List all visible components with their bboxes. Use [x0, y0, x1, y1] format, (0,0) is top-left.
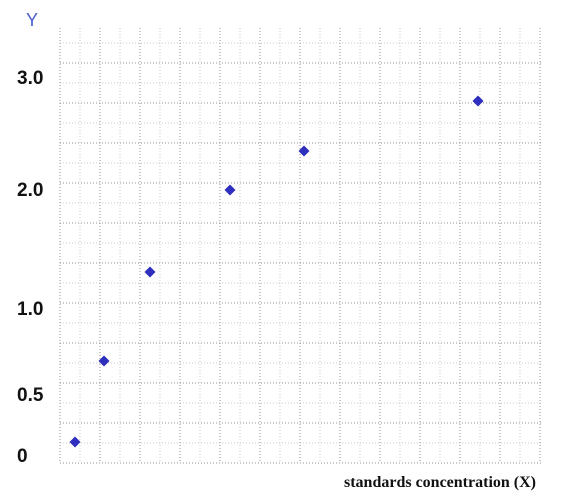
data-point: [69, 436, 81, 448]
y-axis-label: Y: [26, 10, 38, 30]
data-point: [298, 145, 310, 157]
data-point: [98, 355, 110, 367]
data-point: [472, 95, 484, 107]
y-tick-label: 1.0: [17, 299, 43, 320]
data-point: [224, 184, 236, 196]
grid-lines: [59, 28, 541, 464]
data-point: [144, 266, 156, 278]
y-tick-label: 3.0: [17, 68, 43, 89]
y-tick-label: 0.5: [17, 385, 44, 406]
y-tick-label: 0: [17, 446, 28, 467]
x-axis-label: standards concentration (X): [344, 474, 536, 491]
data-points: [69, 95, 484, 448]
y-tick-label: 2.0: [17, 180, 43, 201]
y-tick-labels: 0 0.5 1.0 2.0 3.0: [17, 68, 44, 467]
